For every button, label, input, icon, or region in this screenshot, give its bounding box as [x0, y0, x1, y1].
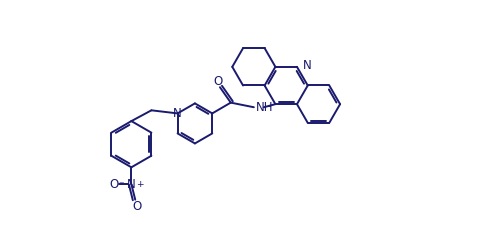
Text: N: N: [127, 178, 136, 191]
Text: N: N: [303, 59, 312, 72]
Text: O: O: [110, 178, 119, 191]
Text: N: N: [173, 107, 182, 120]
Text: O: O: [214, 75, 223, 87]
Text: NH: NH: [255, 101, 273, 114]
Text: O: O: [132, 200, 141, 213]
Text: +: +: [136, 180, 144, 190]
Text: ⁻: ⁻: [118, 180, 124, 191]
